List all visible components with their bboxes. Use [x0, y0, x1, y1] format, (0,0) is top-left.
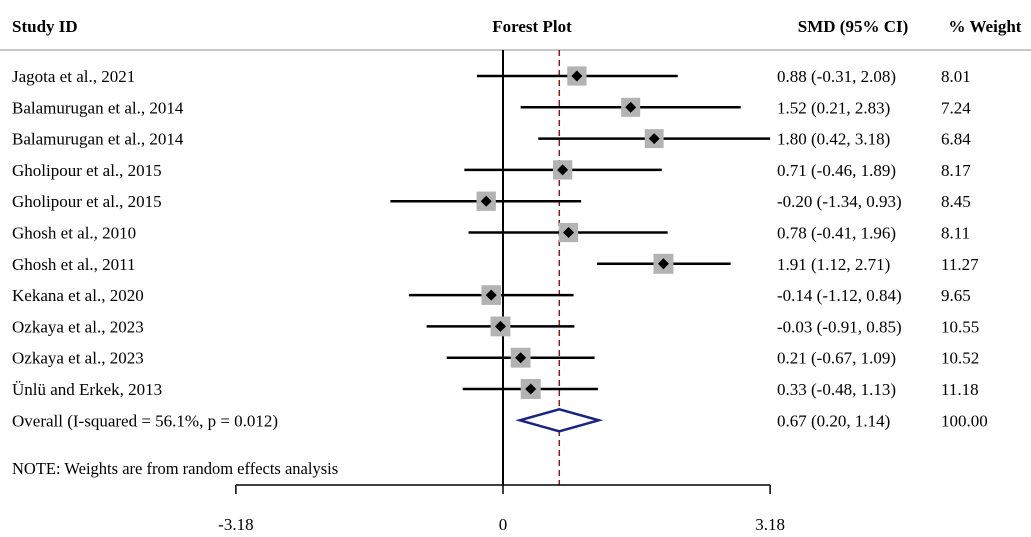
weight-value: 9.65 — [941, 286, 971, 305]
x-axis-ticks: -3.18 0 3.18 — [218, 485, 785, 534]
study-row: Kekana et al., 2020 -0.14 (-1.12, 0.84) 9.… — [12, 285, 971, 305]
weight-value: 11.18 — [941, 380, 979, 399]
point-estimate — [480, 195, 492, 207]
point-estimate — [657, 258, 669, 270]
study-row: Ozkaya et al., 2023 0.21 (-0.67, 1.09) 10.… — [12, 347, 979, 368]
study-row: Jagota et al., 2021 0.88 (-0.31, 2.08) 8.0… — [12, 66, 971, 86]
smd-ci-value: 0.88 (-0.31, 2.08) — [777, 67, 896, 86]
smd-ci-value: -0.14 (-1.12, 0.84) — [777, 286, 902, 305]
overall-weight-value: 100.00 — [941, 411, 988, 430]
study-row: Gholipour et al., 2015 -0.20 (-1.34, 0.93… — [12, 191, 971, 211]
overall-label: Overall (I-squared = 56.1%, p = 0.012) — [12, 411, 278, 430]
smd-ci-value: 0.78 (-0.41, 1.96) — [777, 224, 896, 243]
smd-ci-value: 1.80 (0.42, 3.18) — [777, 130, 890, 149]
study-label: Ünlü and Erkek, 2013 — [12, 380, 162, 399]
study-label: Gholipour et al., 2015 — [12, 192, 162, 211]
smd-header: SMD (95% CI) — [798, 17, 909, 36]
study-row: Gholipour et al., 2015 0.71 (-0.46, 1.89)… — [12, 160, 971, 180]
smd-ci-value: 1.91 (1.12, 2.71) — [777, 255, 890, 274]
study-row: Balamurugan et al., 2014 1.52 (0.21, 2.83… — [12, 97, 971, 117]
point-estimate — [563, 227, 575, 238]
overall-diamond — [515, 408, 604, 433]
study-rows: Jagota et al., 2021 0.88 (-0.31, 2.08) 8.0… — [12, 66, 988, 433]
study-label: Ozkaya et al., 2023 — [12, 317, 144, 336]
study-row: Ghosh et al., 2011 1.91 (1.12, 2.71) 11.27 — [12, 253, 979, 274]
point-estimate — [515, 352, 527, 364]
study-label: Gholipour et al., 2015 — [12, 161, 162, 180]
study-label: Kekana et al., 2020 — [12, 286, 144, 305]
study-row: Ozkaya et al., 2023 -0.03 (-0.91, 0.85) 10… — [12, 316, 979, 336]
weight-header: % Weight — [949, 17, 1022, 36]
point-estimate — [571, 70, 583, 82]
point-estimate — [648, 133, 660, 145]
point-estimate — [525, 383, 537, 395]
smd-ci-value: 0.71 (-0.46, 1.89) — [777, 161, 896, 180]
study-row: Ghosh et al., 2010 0.78 (-0.41, 1.96) 8.11 — [12, 222, 970, 243]
point-estimate — [494, 320, 506, 332]
overall-row: Overall (I-squared = 56.1%, p = 0.012) 0.… — [12, 408, 988, 433]
study-label: Balamurugan et al., 2014 — [12, 98, 184, 117]
study-label: Ghosh et al., 2010 — [12, 224, 136, 243]
forest-plot-title: Forest Plot — [492, 17, 572, 36]
weight-value: 10.52 — [941, 349, 979, 368]
smd-ci-value: -0.20 (-1.34, 0.93) — [777, 192, 902, 211]
weight-value: 8.01 — [941, 67, 971, 86]
study-id-header: Study ID — [12, 17, 78, 36]
overall-smd-ci-value: 0.67 (0.20, 1.14) — [777, 411, 890, 430]
study-label: Balamurugan et al., 2014 — [12, 130, 184, 149]
point-estimate — [625, 101, 637, 113]
smd-ci-value: 0.33 (-0.48, 1.13) — [777, 380, 896, 399]
study-label: Ozkaya et al., 2023 — [12, 349, 144, 368]
study-label: Ghosh et al., 2011 — [12, 255, 136, 274]
x-tick-label: 0 — [499, 515, 508, 534]
study-label: Jagota et al., 2021 — [12, 67, 135, 86]
weight-value: 10.55 — [941, 317, 979, 336]
weight-value: 7.24 — [941, 98, 971, 117]
weights-note: NOTE: Weights are from random effects an… — [12, 459, 338, 478]
point-estimate — [557, 164, 569, 176]
weight-value: 8.11 — [941, 224, 970, 243]
weight-value: 8.45 — [941, 192, 971, 211]
weight-value: 8.17 — [941, 161, 971, 180]
point-estimate — [485, 289, 497, 301]
weight-value: 6.84 — [941, 130, 971, 149]
x-tick-label: 3.18 — [755, 515, 785, 534]
weight-value: 11.27 — [941, 255, 979, 274]
smd-ci-value: 1.52 (0.21, 2.83) — [777, 98, 890, 117]
smd-ci-value: 0.21 (-0.67, 1.09) — [777, 349, 896, 368]
x-tick-label: -3.18 — [218, 515, 253, 534]
study-row: Ünlü and Erkek, 2013 0.33 (-0.48, 1.13) 11… — [12, 379, 979, 399]
smd-ci-value: -0.03 (-0.91, 0.85) — [777, 317, 902, 336]
study-row: Balamurugan et al., 2014 1.80 (0.42, 3.18… — [12, 129, 971, 149]
